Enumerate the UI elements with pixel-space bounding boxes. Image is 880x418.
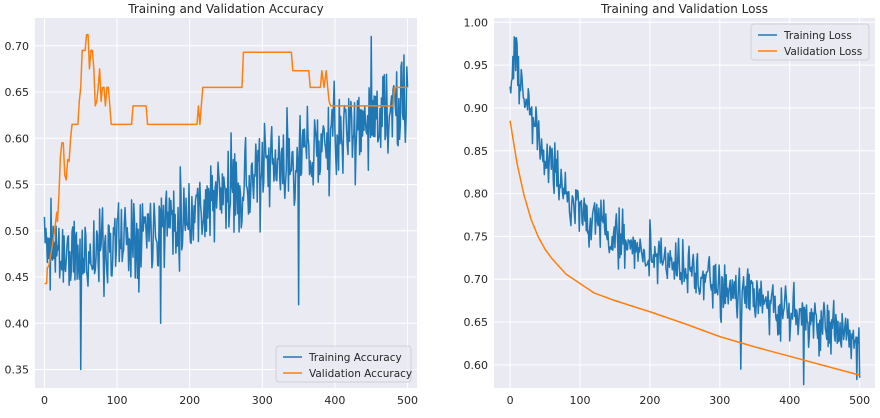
- x-tick-label: 0: [507, 394, 514, 407]
- y-tick-label: 0.35: [5, 364, 30, 377]
- y-tick-label: 0.55: [5, 179, 30, 192]
- x-tick-label: 500: [397, 394, 418, 407]
- y-tick-label: 0.70: [5, 40, 30, 53]
- series-line-training-accuracy: [43, 35, 409, 371]
- series-line-training-loss: [509, 36, 861, 386]
- y-tick-label: 1.00: [464, 16, 489, 29]
- legend-box: [750, 23, 870, 61]
- chart-panel-loss: 0.60 0.65 0.70 0.75 0.80 0.85 0.90 0.95 1.00 0 100…: [464, 2, 875, 407]
- x-tick-label: 400: [324, 394, 345, 407]
- legend: Training Loss Validation Loss: [750, 23, 870, 61]
- x-tick-label: 500: [849, 394, 870, 407]
- chart-title: Training and Validation Loss: [600, 2, 768, 16]
- y-tick-label: 0.45: [5, 271, 30, 284]
- legend-label: Training Loss: [783, 30, 852, 42]
- x-tick-label: 200: [639, 394, 660, 407]
- legend-box: [275, 345, 412, 383]
- x-tick-label: 400: [779, 394, 800, 407]
- y-tick-label: 0.65: [5, 86, 30, 99]
- x-tick-label: 100: [569, 394, 590, 407]
- chart-panel-accuracy: 0.35 0.40 0.45 0.50 0.55 0.60 0.65 0.70 0 100 200 3…: [5, 2, 419, 407]
- y-tick-label: 0.85: [464, 145, 489, 158]
- x-tick-label: 0: [41, 394, 48, 407]
- legend-label: Validation Loss: [784, 46, 862, 58]
- y-tick-label: 0.80: [464, 188, 489, 201]
- x-tick-label: 200: [179, 394, 200, 407]
- y-tick-label: 0.70: [464, 273, 489, 286]
- legend-label: Training Accuracy: [308, 352, 402, 364]
- y-tick-label: 0.60: [464, 359, 489, 372]
- y-tick-label: 0.50: [5, 225, 30, 238]
- x-tick-label: 300: [709, 394, 730, 407]
- series-line-validation-accuracy: [44, 33, 408, 285]
- y-tick-label: 0.75: [464, 230, 489, 243]
- plot-area: [494, 18, 875, 388]
- legend-label: Validation Accuracy: [309, 368, 412, 380]
- y-tick-label: 0.95: [464, 59, 489, 72]
- x-tick-label: 300: [252, 394, 273, 407]
- series-line-validation-loss: [509, 120, 860, 376]
- y-tick-label: 0.65: [464, 316, 489, 329]
- y-tick-label: 0.90: [464, 102, 489, 115]
- chart-title: Training and Validation Accuracy: [127, 2, 323, 16]
- legend: Training Accuracy Validation Accuracy: [275, 345, 412, 383]
- x-tick-label: 100: [107, 394, 128, 407]
- y-tick-label: 0.40: [5, 317, 30, 330]
- y-tick-label: 0.60: [5, 132, 30, 145]
